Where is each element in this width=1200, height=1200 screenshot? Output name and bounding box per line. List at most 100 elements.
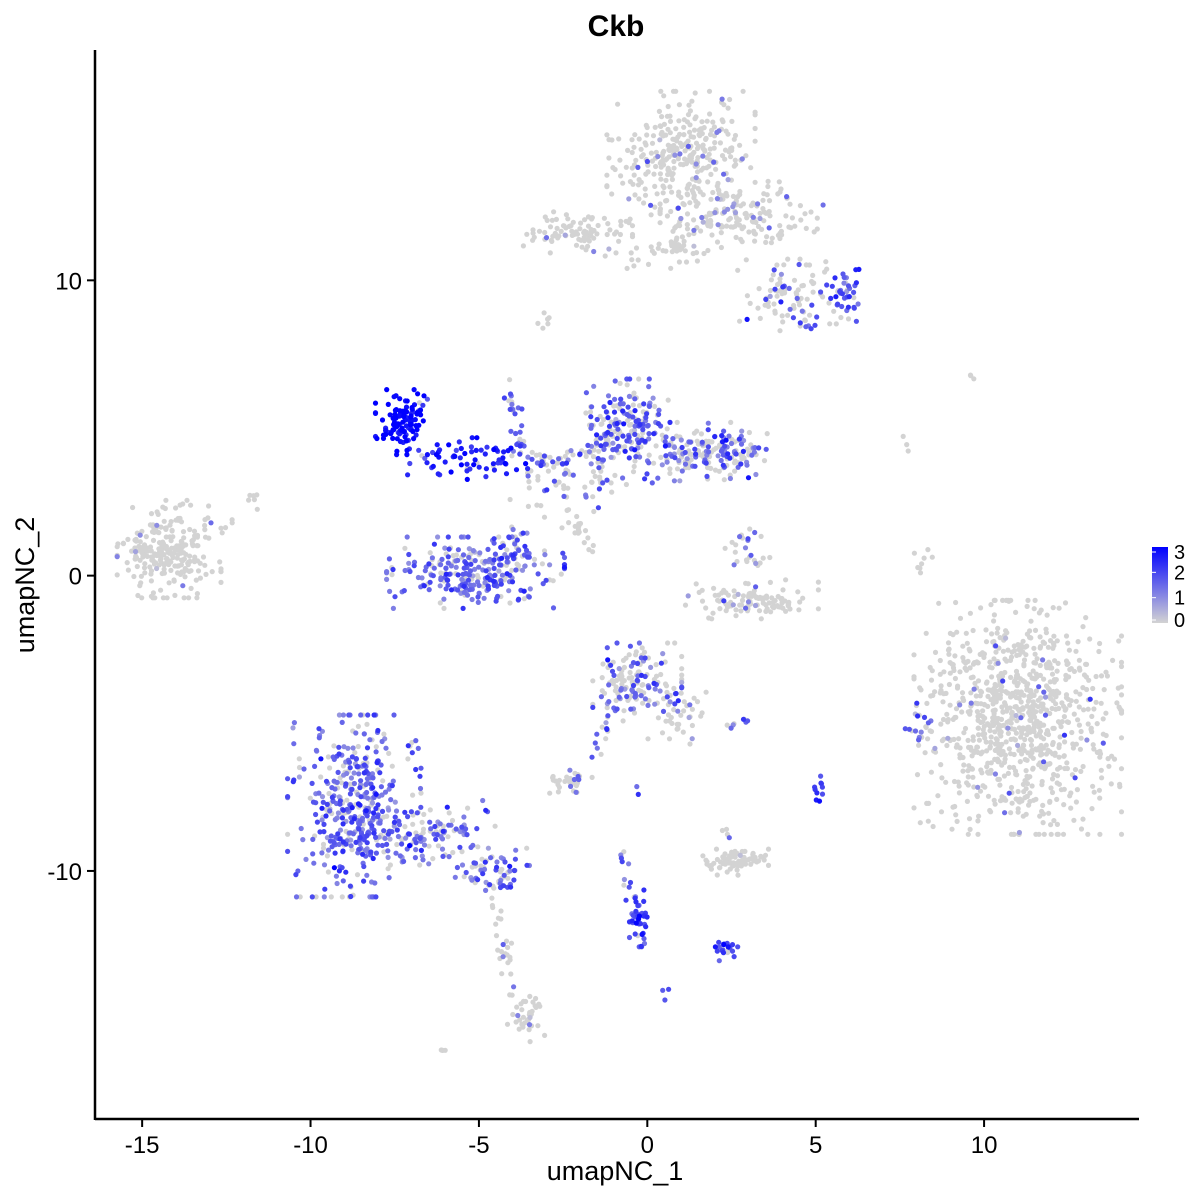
cell-point [730,193,737,199]
cell-point [491,565,497,572]
cell-point [971,686,977,692]
cell-point [652,183,658,189]
cell-point [379,417,386,423]
cell-point [1037,634,1043,640]
cell-point [629,223,636,229]
cell-point [1089,713,1095,720]
cell-point [392,594,398,600]
cell-point [507,391,514,397]
cell-point [721,598,727,604]
cell-point [757,215,763,222]
cell-point [1068,805,1074,811]
cell-point [590,494,596,500]
cell-point [530,230,536,236]
cell-point [623,481,630,488]
cell-point [1023,768,1029,774]
cell-point [487,882,493,888]
cell-point [513,430,519,437]
cell-point [693,175,699,181]
cell-point [390,435,396,441]
cell-point [632,132,638,138]
cell-point [959,690,966,696]
cell-point [509,579,516,585]
cell-point [745,475,752,481]
cell-point [502,859,508,865]
cell-point [501,449,507,455]
cell-point [1034,656,1040,662]
cell-point [978,605,984,611]
cell-point [547,562,553,568]
cell-point [677,140,684,146]
cell-point [509,567,515,574]
cell-point [911,676,917,682]
cell-point [1041,689,1047,695]
cell-point [154,565,160,572]
cell-point [681,699,687,705]
cell-point [545,468,552,474]
cell-point [626,393,633,399]
cell-point [159,543,165,549]
cell-point [991,612,998,618]
cell-point [1063,695,1070,701]
cell-point [407,843,413,849]
cell-point [609,191,615,197]
cell-point [613,684,619,690]
cell-point [729,539,735,545]
cell-point [971,784,977,790]
cell-point [516,547,522,554]
cell-point [967,372,974,378]
cell-point [660,183,666,189]
cell-point [815,587,822,593]
cell-point [524,231,530,237]
cell-point [720,462,726,468]
cell-point [915,713,921,719]
cell-point [1056,605,1062,611]
cell-point [663,132,669,138]
cell-point [456,439,462,445]
cell-point [717,606,723,612]
cell-point [743,557,750,563]
cell-point [755,201,761,207]
cell-point [1031,645,1037,651]
cell-point [371,830,377,836]
cell-point [374,760,380,766]
cell-point [491,578,497,585]
cell-point [1076,722,1082,728]
cell-point [568,448,574,454]
cell-point [507,868,513,874]
cell-point [415,574,421,581]
cell-point [745,599,752,605]
points-layer [114,88,1125,1053]
cell-point [1049,671,1056,677]
cell-point [667,130,673,136]
cell-point [351,780,357,787]
cell-point [636,177,642,183]
cell-point [340,811,346,817]
cell-point [732,157,738,163]
cell-point [440,828,446,834]
cell-point [714,948,720,954]
cell-point [614,706,620,712]
cell-point [856,266,862,272]
cell-point [184,497,190,503]
cell-point [692,463,698,469]
cell-point [208,520,214,526]
cell-point [727,475,734,482]
cell-point [691,227,697,233]
cell-point [979,650,986,656]
cell-point [953,714,959,721]
cell-point [969,766,975,772]
cell-point [630,912,636,919]
cell-point [636,196,642,202]
cell-point [542,552,548,558]
cell-point [815,579,822,585]
cell-point [674,419,680,425]
cell-point [509,453,515,459]
cell-point [546,315,552,321]
cell-point [125,536,131,543]
cell-point [492,823,498,829]
cell-point [525,503,532,509]
cell-point [1069,729,1075,736]
cell-point [691,695,697,701]
cell-point [254,492,260,498]
